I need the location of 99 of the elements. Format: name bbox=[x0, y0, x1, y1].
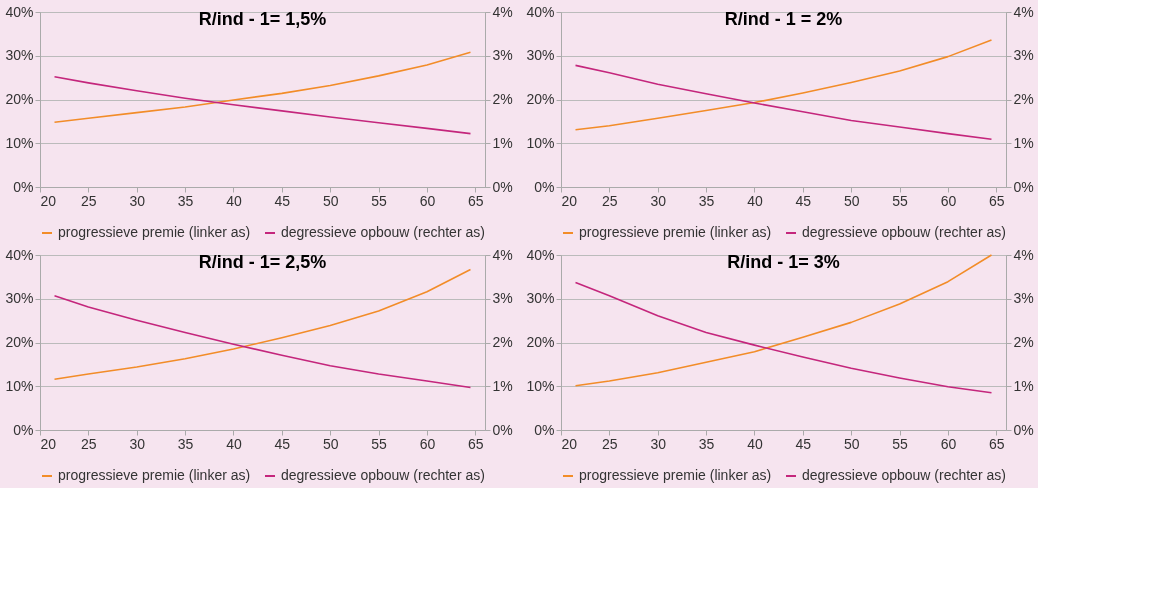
line-series bbox=[574, 254, 993, 387]
chart-title: R/ind - 1 = 2% bbox=[724, 9, 843, 29]
legend-label: degressieve opbouw (rechter as) bbox=[802, 224, 1006, 240]
y-tick-label: 0% bbox=[534, 421, 555, 438]
y2-tick-label: 3% bbox=[1013, 290, 1034, 307]
y-tick-label: 10% bbox=[5, 134, 34, 151]
legend-label: degressieve opbouw (rechter as) bbox=[281, 224, 485, 240]
x-tick-label: 60 bbox=[419, 192, 436, 209]
line-series bbox=[53, 51, 472, 124]
x-tick-label: 20 bbox=[40, 192, 57, 209]
chart-title: R/ind - 1= 3% bbox=[727, 252, 840, 272]
x-tick-label: 35 bbox=[177, 435, 194, 452]
y-tick-label: 20% bbox=[526, 334, 555, 350]
y2-tick-label: 1% bbox=[1013, 377, 1034, 394]
x-tick-label: 65 bbox=[468, 192, 484, 209]
x-tick-label: 55 bbox=[892, 435, 909, 452]
y-tick-label: 10% bbox=[526, 377, 555, 394]
y-tick-label: 0% bbox=[534, 178, 555, 195]
x-tick-label: 35 bbox=[698, 192, 715, 209]
x-tick-label: 45 bbox=[274, 192, 291, 209]
x-tick-label: 65 bbox=[989, 435, 1005, 452]
x-tick-label: 65 bbox=[989, 192, 1005, 209]
y-tick-label: 10% bbox=[5, 377, 34, 394]
y-tick-label: 40% bbox=[5, 246, 34, 263]
legend-label: progressieve premie (linker as) bbox=[58, 224, 251, 240]
x-tick-label: 25 bbox=[81, 192, 97, 209]
x-tick-label: 25 bbox=[602, 192, 618, 209]
x-tick-label: 30 bbox=[129, 192, 146, 209]
x-tick-label: 40 bbox=[747, 192, 763, 209]
x-tick-label: 35 bbox=[177, 192, 194, 209]
y2-tick-label: 0% bbox=[1013, 421, 1034, 438]
y2-tick-label: 3% bbox=[492, 47, 513, 64]
x-tick-label: 60 bbox=[940, 435, 957, 452]
chart-title: R/ind - 1= 2,5% bbox=[198, 252, 327, 272]
line-series bbox=[574, 281, 993, 394]
y2-tick-label: 0% bbox=[492, 421, 513, 438]
y-tick-label: 20% bbox=[5, 91, 34, 107]
y2-tick-label: 1% bbox=[1013, 134, 1034, 151]
x-tick-label: 20 bbox=[561, 192, 578, 209]
legend-label: progressieve premie (linker as) bbox=[58, 467, 251, 483]
x-tick-label: 50 bbox=[843, 192, 860, 209]
x-tick-label: 60 bbox=[940, 192, 957, 209]
line-series bbox=[574, 39, 993, 131]
y-tick-label: 20% bbox=[526, 91, 555, 107]
y2-tick-label: 2% bbox=[1013, 334, 1034, 350]
legend-label: progressieve premie (linker as) bbox=[579, 467, 772, 483]
y-tick-label: 30% bbox=[5, 290, 34, 307]
y2-tick-label: 2% bbox=[492, 91, 513, 107]
y-tick-label: 30% bbox=[526, 290, 555, 307]
x-tick-label: 20 bbox=[40, 435, 57, 452]
y-tick-label: 20% bbox=[5, 334, 34, 350]
x-tick-label: 45 bbox=[795, 192, 812, 209]
legend-label: progressieve premie (linker as) bbox=[579, 224, 772, 240]
y2-tick-label: 1% bbox=[492, 134, 513, 151]
y2-tick-label: 2% bbox=[1013, 91, 1034, 107]
x-tick-label: 50 bbox=[322, 192, 339, 209]
legend-label: degressieve opbouw (rechter as) bbox=[281, 467, 485, 483]
y-tick-label: 40% bbox=[526, 246, 555, 263]
y2-tick-label: 2% bbox=[492, 334, 513, 350]
y-tick-label: 10% bbox=[526, 134, 555, 151]
y2-tick-label: 0% bbox=[1013, 178, 1034, 195]
x-tick-label: 40 bbox=[747, 435, 763, 452]
y2-tick-label: 3% bbox=[1013, 47, 1034, 64]
line-series bbox=[53, 75, 472, 135]
y-tick-label: 40% bbox=[526, 3, 555, 20]
x-tick-label: 50 bbox=[322, 435, 339, 452]
x-tick-label: 30 bbox=[650, 435, 667, 452]
y2-tick-label: 0% bbox=[492, 178, 513, 195]
x-tick-label: 55 bbox=[371, 192, 388, 209]
legend-label: degressieve opbouw (rechter as) bbox=[802, 467, 1006, 483]
x-tick-label: 40 bbox=[226, 435, 242, 452]
x-tick-label: 25 bbox=[602, 435, 618, 452]
x-tick-label: 30 bbox=[650, 192, 667, 209]
x-tick-label: 55 bbox=[892, 192, 909, 209]
x-tick-label: 50 bbox=[843, 435, 860, 452]
y-tick-label: 0% bbox=[13, 178, 34, 195]
y-tick-label: 40% bbox=[5, 3, 34, 20]
y2-tick-label: 4% bbox=[1013, 246, 1034, 263]
x-tick-label: 35 bbox=[698, 435, 715, 452]
x-tick-label: 45 bbox=[795, 435, 812, 452]
x-tick-label: 25 bbox=[81, 435, 97, 452]
x-tick-label: 60 bbox=[419, 435, 436, 452]
y-tick-label: 0% bbox=[13, 421, 34, 438]
x-tick-label: 55 bbox=[371, 435, 388, 452]
x-tick-label: 40 bbox=[226, 192, 242, 209]
line-series bbox=[53, 294, 472, 389]
y2-tick-label: 3% bbox=[492, 290, 513, 307]
y2-tick-label: 4% bbox=[1013, 3, 1034, 20]
y2-tick-label: 4% bbox=[492, 3, 513, 20]
line-series bbox=[574, 64, 993, 141]
x-tick-label: 30 bbox=[129, 435, 146, 452]
x-tick-label: 65 bbox=[468, 435, 484, 452]
y2-tick-label: 4% bbox=[492, 246, 513, 263]
chart-title: R/ind - 1= 1,5% bbox=[198, 9, 327, 29]
y-tick-label: 30% bbox=[526, 47, 555, 64]
x-tick-label: 45 bbox=[274, 435, 291, 452]
x-tick-label: 20 bbox=[561, 435, 578, 452]
y-tick-label: 30% bbox=[5, 47, 34, 64]
y2-tick-label: 1% bbox=[492, 377, 513, 394]
